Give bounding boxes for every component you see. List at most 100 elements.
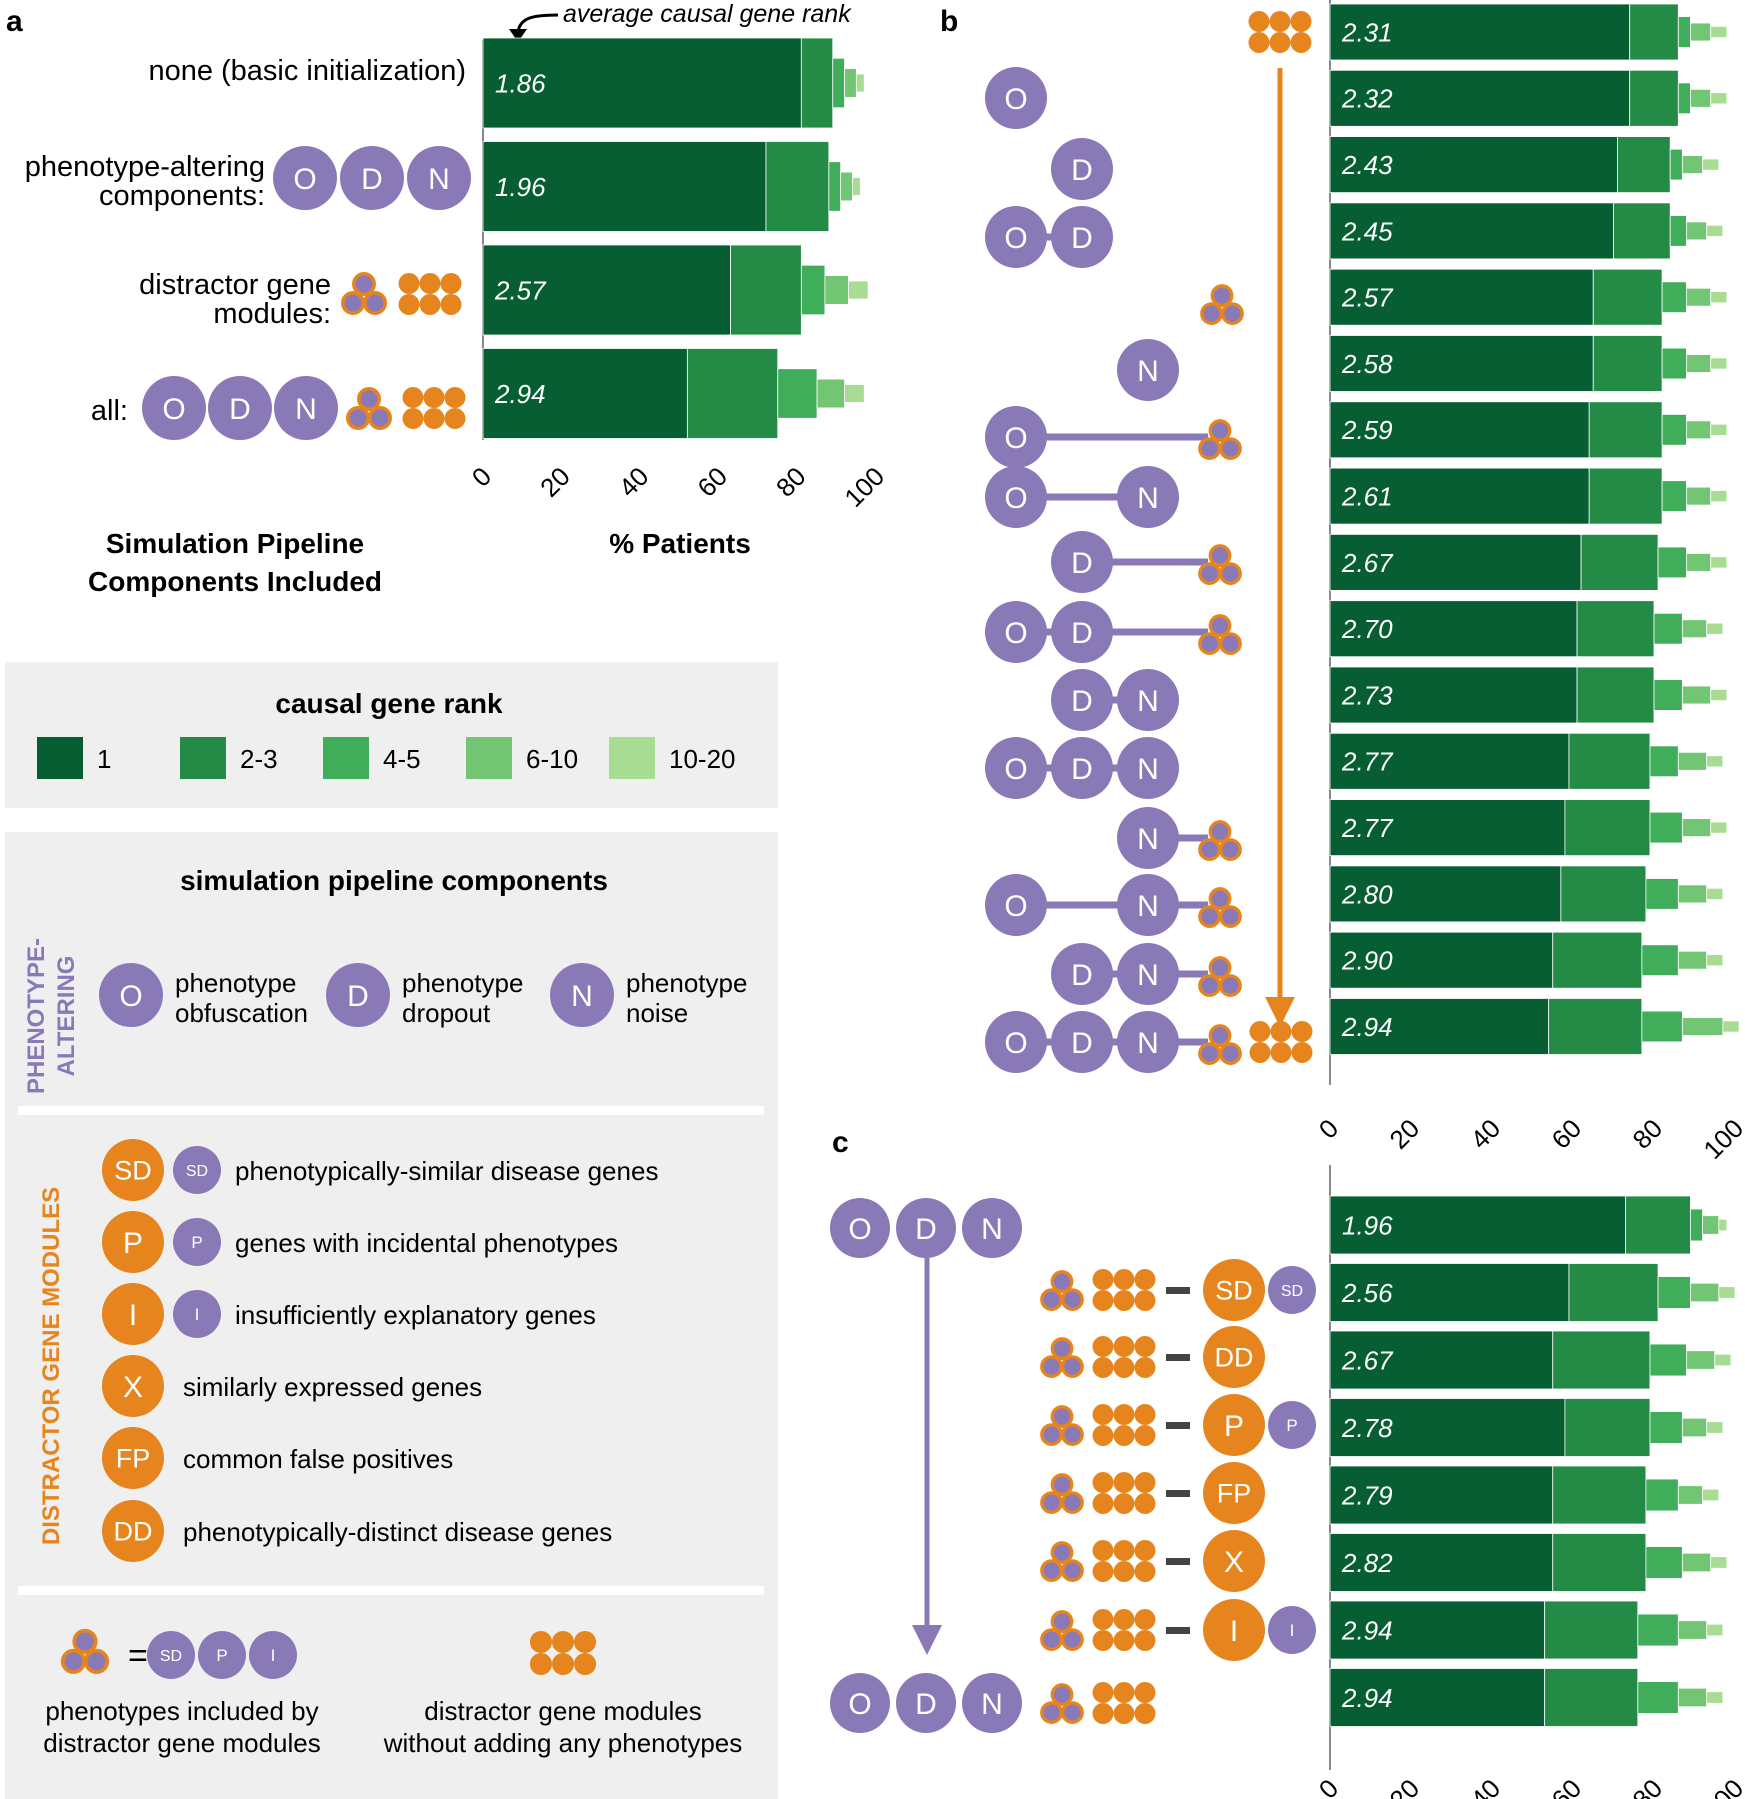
- bar-segment-rank-2-3: [1552, 931, 1643, 989]
- no-phenotype-module-icon: [529, 1630, 597, 1676]
- bar-segment-rank-2-3: [1613, 202, 1671, 260]
- bar-segment-rank-1: [1329, 666, 1578, 724]
- x-tick-label: 80: [770, 461, 812, 503]
- bar-segment-rank-1: [1329, 534, 1582, 591]
- bar-segment-rank-4-5: [800, 264, 826, 316]
- module-dot-1: [341, 291, 365, 315]
- noise-icon-letter: N: [981, 1213, 1003, 1246]
- avg-rank-label: 2.43: [1341, 150, 1393, 180]
- bar-segment-rank-6-10: [1702, 1215, 1720, 1235]
- legend-distractor-icon: FP: [102, 1427, 164, 1489]
- x-tick-label: 0: [1313, 1773, 1344, 1799]
- obfuscation-icon-letter: O: [1004, 482, 1027, 515]
- removed-module-icon-shape: [1203, 1259, 1265, 1321]
- bottom-small-icon-letter: P: [216, 1646, 227, 1665]
- bar-segment-rank-2-3: [1588, 401, 1663, 459]
- dropout-icon: D: [1051, 206, 1113, 268]
- no-phenotype-module-icon: [402, 387, 466, 429]
- bar-segment-rank-6-10: [1677, 884, 1708, 904]
- phenotype-module-icon: [1198, 614, 1242, 655]
- noise-icon-letter: N: [1137, 355, 1159, 388]
- legend-distractor-text: similarly expressed genes: [183, 1372, 482, 1402]
- module-dot-5: [1134, 1703, 1156, 1724]
- bar-segment-rank-10-20: [1706, 622, 1724, 635]
- dropout-icon-letter: D: [1071, 959, 1093, 992]
- module-dot-1: [1270, 1021, 1292, 1042]
- legend-distractor-small-icon-letter: SD: [186, 1163, 208, 1180]
- bottom-small-icon-shape: [198, 1631, 246, 1679]
- legend-phenotype-text: phenotype: [402, 968, 523, 998]
- removed-module-icon-shape: [1203, 1530, 1265, 1592]
- component-combination: [1248, 11, 1312, 53]
- chart-c: 1.96 2.56 2.67 2.78 2.79 2.82 2.94 2.94 0 20 40 60 8…: [1313, 1165, 1745, 1799]
- x-tick-label: 80: [1627, 1773, 1669, 1799]
- module-dot-3: [1092, 1425, 1114, 1446]
- component-combination: SD SD: [1040, 1259, 1316, 1321]
- noise-icon-letter: N: [1137, 1027, 1159, 1060]
- bar-row: 2.94: [482, 348, 865, 439]
- noise-icon-shape: [407, 146, 471, 210]
- module-dot-5: [1134, 1425, 1156, 1446]
- removed-module-icon-shape: [1203, 1462, 1265, 1524]
- bar-segment-rank-1: [1329, 732, 1570, 790]
- bar-row: 2.94: [1329, 998, 1740, 1055]
- bar-row: 1.96: [1329, 1195, 1728, 1255]
- bar-row: 2.61: [1329, 467, 1728, 525]
- module-dot-4: [423, 408, 445, 429]
- removed-module-icon: SD: [1203, 1259, 1265, 1321]
- panel-a-xlabel: % Patients: [609, 528, 751, 559]
- dropout-icon: D: [208, 376, 272, 440]
- legend-distractor-icon-shape: [102, 1283, 164, 1345]
- legend-distractor-icon: I: [102, 1283, 164, 1345]
- rank-legend-title: causal gene rank: [275, 688, 503, 719]
- phenotype-module-icon: [1040, 1683, 1084, 1724]
- avg-rank-label: 2.94: [1341, 1012, 1393, 1042]
- obfuscation-icon: O: [985, 67, 1047, 129]
- bar-segment-rank-4-5: [828, 161, 842, 212]
- obfuscation-icon: O: [273, 146, 337, 210]
- module-dot-0: [352, 272, 376, 296]
- legend-divider-2: [18, 1586, 764, 1595]
- obfuscation-icon-letter: O: [1004, 422, 1027, 455]
- removed-module-icon-shape: [1203, 1599, 1265, 1661]
- bar-row: 2.57: [482, 244, 869, 336]
- components-legend: simulation pipeline components PHENOTYPE…: [5, 832, 778, 1799]
- dropout-icon-shape: [1051, 206, 1113, 268]
- bar-segment-rank-6-10: [824, 275, 849, 305]
- bar-segment-rank-2-3: [1629, 3, 1679, 61]
- module-dot-0: [1092, 1404, 1114, 1425]
- dropout-icon-letter: D: [1071, 617, 1093, 650]
- module-dot-0: [1248, 11, 1270, 32]
- module-dot-5: [1291, 1042, 1313, 1063]
- bar-segment-rank-4-5: [1653, 612, 1683, 645]
- avg-rank-label: 2.45: [1341, 216, 1393, 246]
- module-dot-4: [1269, 32, 1291, 53]
- component-combination: X: [1040, 1530, 1265, 1592]
- bar-segment-rank-4-5: [1653, 679, 1683, 711]
- legend-phenotype-icon: O: [99, 963, 163, 1027]
- bar-segment-rank-1: [1329, 268, 1594, 326]
- bar-row: 2.94: [1329, 1668, 1724, 1727]
- noise-icon: N: [274, 376, 338, 440]
- removed-module-icon: FP: [1203, 1462, 1265, 1524]
- module-dot-2: [1219, 974, 1242, 997]
- bar-segment-rank-10-20: [1702, 158, 1720, 171]
- module-dot-1: [1040, 1628, 1063, 1651]
- bar-segment-rank-10-20: [1710, 25, 1728, 38]
- dropout-icon-shape: [1051, 1011, 1113, 1073]
- no-phenotype-module-icon: [1248, 11, 1312, 53]
- bar-segment-rank-6-10: [1686, 553, 1712, 572]
- removed-module-icon-letter: I: [1230, 1615, 1238, 1648]
- bar-segment-rank-10-20: [1710, 423, 1728, 436]
- obfuscation-icon-letter: O: [1004, 753, 1027, 786]
- dropout-icon-letter: D: [229, 393, 251, 426]
- module-dot-2: [1134, 1682, 1156, 1703]
- avg-rank-label: 2.67: [1341, 548, 1394, 578]
- rank-swatch-label: 10-20: [669, 744, 736, 774]
- legend-distractor-icon-letter: I: [129, 1299, 137, 1332]
- bar-row: 2.57: [1329, 268, 1728, 326]
- legend-phenotype-icon: N: [550, 963, 614, 1027]
- module-dot-1: [1198, 437, 1221, 461]
- panel-label-a: a: [6, 5, 23, 38]
